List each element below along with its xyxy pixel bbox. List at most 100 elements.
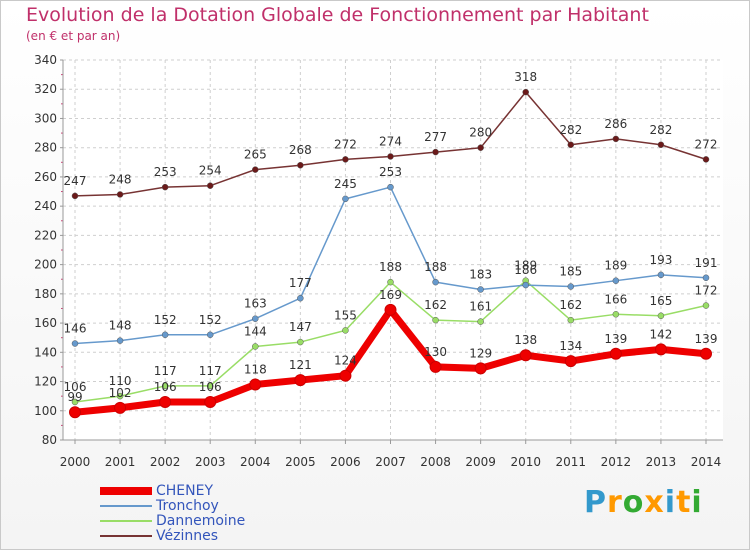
data-label-tronchoy: 146: [64, 322, 87, 336]
x-tick-label: 2014: [691, 455, 722, 469]
data-point-tronchoy: [522, 281, 529, 289]
data-label-vezinnes: 286: [604, 117, 627, 131]
axes: 80 100 120 140 160 180 200 220 240 260 280 300 320 34…: [34, 53, 723, 469]
data-label-tronchoy: 177: [289, 276, 312, 290]
data-point-cheney: [609, 347, 622, 360]
x-tick-label: 2012: [601, 455, 632, 469]
legend-label-tronchoy: Tronchoy: [156, 498, 219, 514]
data-point-cheney: [204, 396, 217, 408]
x-tick-label: 2008: [420, 455, 451, 469]
data-point-cheney: [114, 401, 127, 414]
series-group: [69, 88, 712, 419]
data-label-dannemoine: 166: [604, 292, 627, 306]
legend-swatch-cheney: [100, 487, 152, 495]
x-tick-label: 2009: [465, 455, 496, 469]
data-point-dannemoine: [567, 316, 575, 324]
data-point-dannemoine: [702, 302, 710, 309]
x-tick-label: 2005: [285, 455, 316, 469]
data-point-vezinnes: [702, 156, 710, 163]
data-label-tronchoy: 185: [559, 265, 582, 279]
data-label-dannemoine: 144: [244, 324, 267, 338]
legend-swatch-dannemoine: [100, 520, 152, 522]
y-tick-label: 120: [34, 375, 57, 389]
data-point-cheney: [474, 362, 487, 375]
data-label-cheney: 102: [109, 386, 132, 400]
data-label-vezinnes: 272: [695, 137, 718, 151]
legend-swatch-tronchoy: [100, 505, 152, 507]
logo-letter: P: [584, 485, 607, 520]
data-point-dannemoine: [206, 382, 214, 390]
data-label-cheney: 138: [514, 333, 537, 347]
data-label-dannemoine: 189: [514, 259, 537, 273]
data-label-tronchoy: 152: [154, 313, 177, 327]
data-point-tronchoy: [612, 277, 620, 284]
data-label-vezinnes: 253: [154, 165, 177, 179]
data-label-tronchoy: 245: [334, 177, 357, 191]
logo-letter: x: [644, 485, 665, 520]
data-label-cheney: 124: [334, 354, 357, 368]
data-label-cheney: 99: [67, 390, 82, 404]
data-point-tronchoy: [387, 183, 394, 191]
proxiti-logo: Proxiti: [584, 485, 703, 520]
chart-subtitle: (en € et par an): [26, 29, 121, 43]
data-point-vezinnes: [297, 161, 304, 169]
data-label-dannemoine: 110: [109, 374, 132, 388]
data-point-cheney: [384, 303, 397, 316]
legend-item-vezinnes: Vézinnes: [100, 528, 300, 544]
data-point-vezinnes: [522, 88, 529, 96]
legend-item-cheney: CHENEY: [100, 483, 300, 499]
data-point-tronchoy: [702, 274, 710, 282]
data-label-vezinnes: 318: [514, 70, 537, 84]
data-label-dannemoine: 162: [559, 298, 582, 312]
data-point-vezinnes: [71, 192, 79, 200]
data-label-tronchoy: 191: [695, 256, 718, 270]
x-tick-label: 2010: [510, 455, 541, 469]
data-point-cheney: [564, 355, 577, 368]
data-label-tronchoy: 193: [649, 253, 672, 267]
y-tick-label: 200: [34, 258, 57, 272]
data-point-cheney: [339, 369, 352, 382]
data-point-dannemoine: [342, 327, 349, 334]
data-label-dannemoine: 117: [199, 364, 222, 378]
y-tick-label: 140: [34, 345, 57, 359]
data-label-dannemoine: 162: [424, 298, 447, 312]
data-point-cheney: [429, 360, 442, 373]
y-tick-label: 260: [34, 170, 57, 184]
data-point-vezinnes: [432, 148, 439, 156]
data-point-tronchoy: [567, 283, 575, 290]
x-tick-label: 2013: [646, 455, 677, 469]
data-point-vezinnes: [161, 183, 169, 191]
data-label-cheney: 118: [244, 362, 267, 376]
data-point-cheney: [294, 374, 307, 387]
data-label-tronchoy: 188: [424, 260, 447, 274]
data-label-vezinnes: 277: [424, 130, 447, 144]
legend-label-vezinnes: Vézinnes: [156, 528, 218, 544]
data-point-dannemoine: [657, 312, 665, 320]
data-point-dannemoine: [297, 338, 304, 346]
y-tick-label: 300: [34, 111, 57, 125]
data-label-tronchoy: 183: [469, 267, 492, 281]
legend-item-tronchoy: Tronchoy: [100, 498, 300, 514]
data-point-vezinnes: [387, 153, 394, 160]
x-tick-label: 2007: [375, 455, 406, 469]
data-point-vezinnes: [342, 156, 349, 163]
data-label-vezinnes: 268: [289, 143, 312, 157]
y-tick-label: 80: [42, 433, 57, 447]
data-label-vezinnes: 248: [109, 172, 132, 186]
x-tick-label: 2002: [150, 455, 181, 469]
data-point-tronchoy: [116, 337, 124, 344]
data-point-tronchoy: [657, 271, 665, 279]
data-point-tronchoy: [206, 331, 214, 339]
data-label-dannemoine: 188: [379, 260, 402, 274]
data-point-cheney: [249, 378, 262, 391]
data-point-vezinnes: [477, 144, 484, 151]
data-label-vezinnes: 282: [649, 123, 672, 137]
data-point-cheney: [654, 343, 667, 356]
data-label-cheney: 106: [154, 380, 177, 394]
data-point-vezinnes: [612, 135, 620, 143]
y-tick-label: 280: [34, 141, 57, 155]
data-point-dannemoine: [252, 343, 259, 350]
data-label-cheney: 169: [379, 288, 402, 302]
logo-letter: r: [607, 485, 623, 520]
data-label-cheney: 130: [424, 345, 447, 359]
